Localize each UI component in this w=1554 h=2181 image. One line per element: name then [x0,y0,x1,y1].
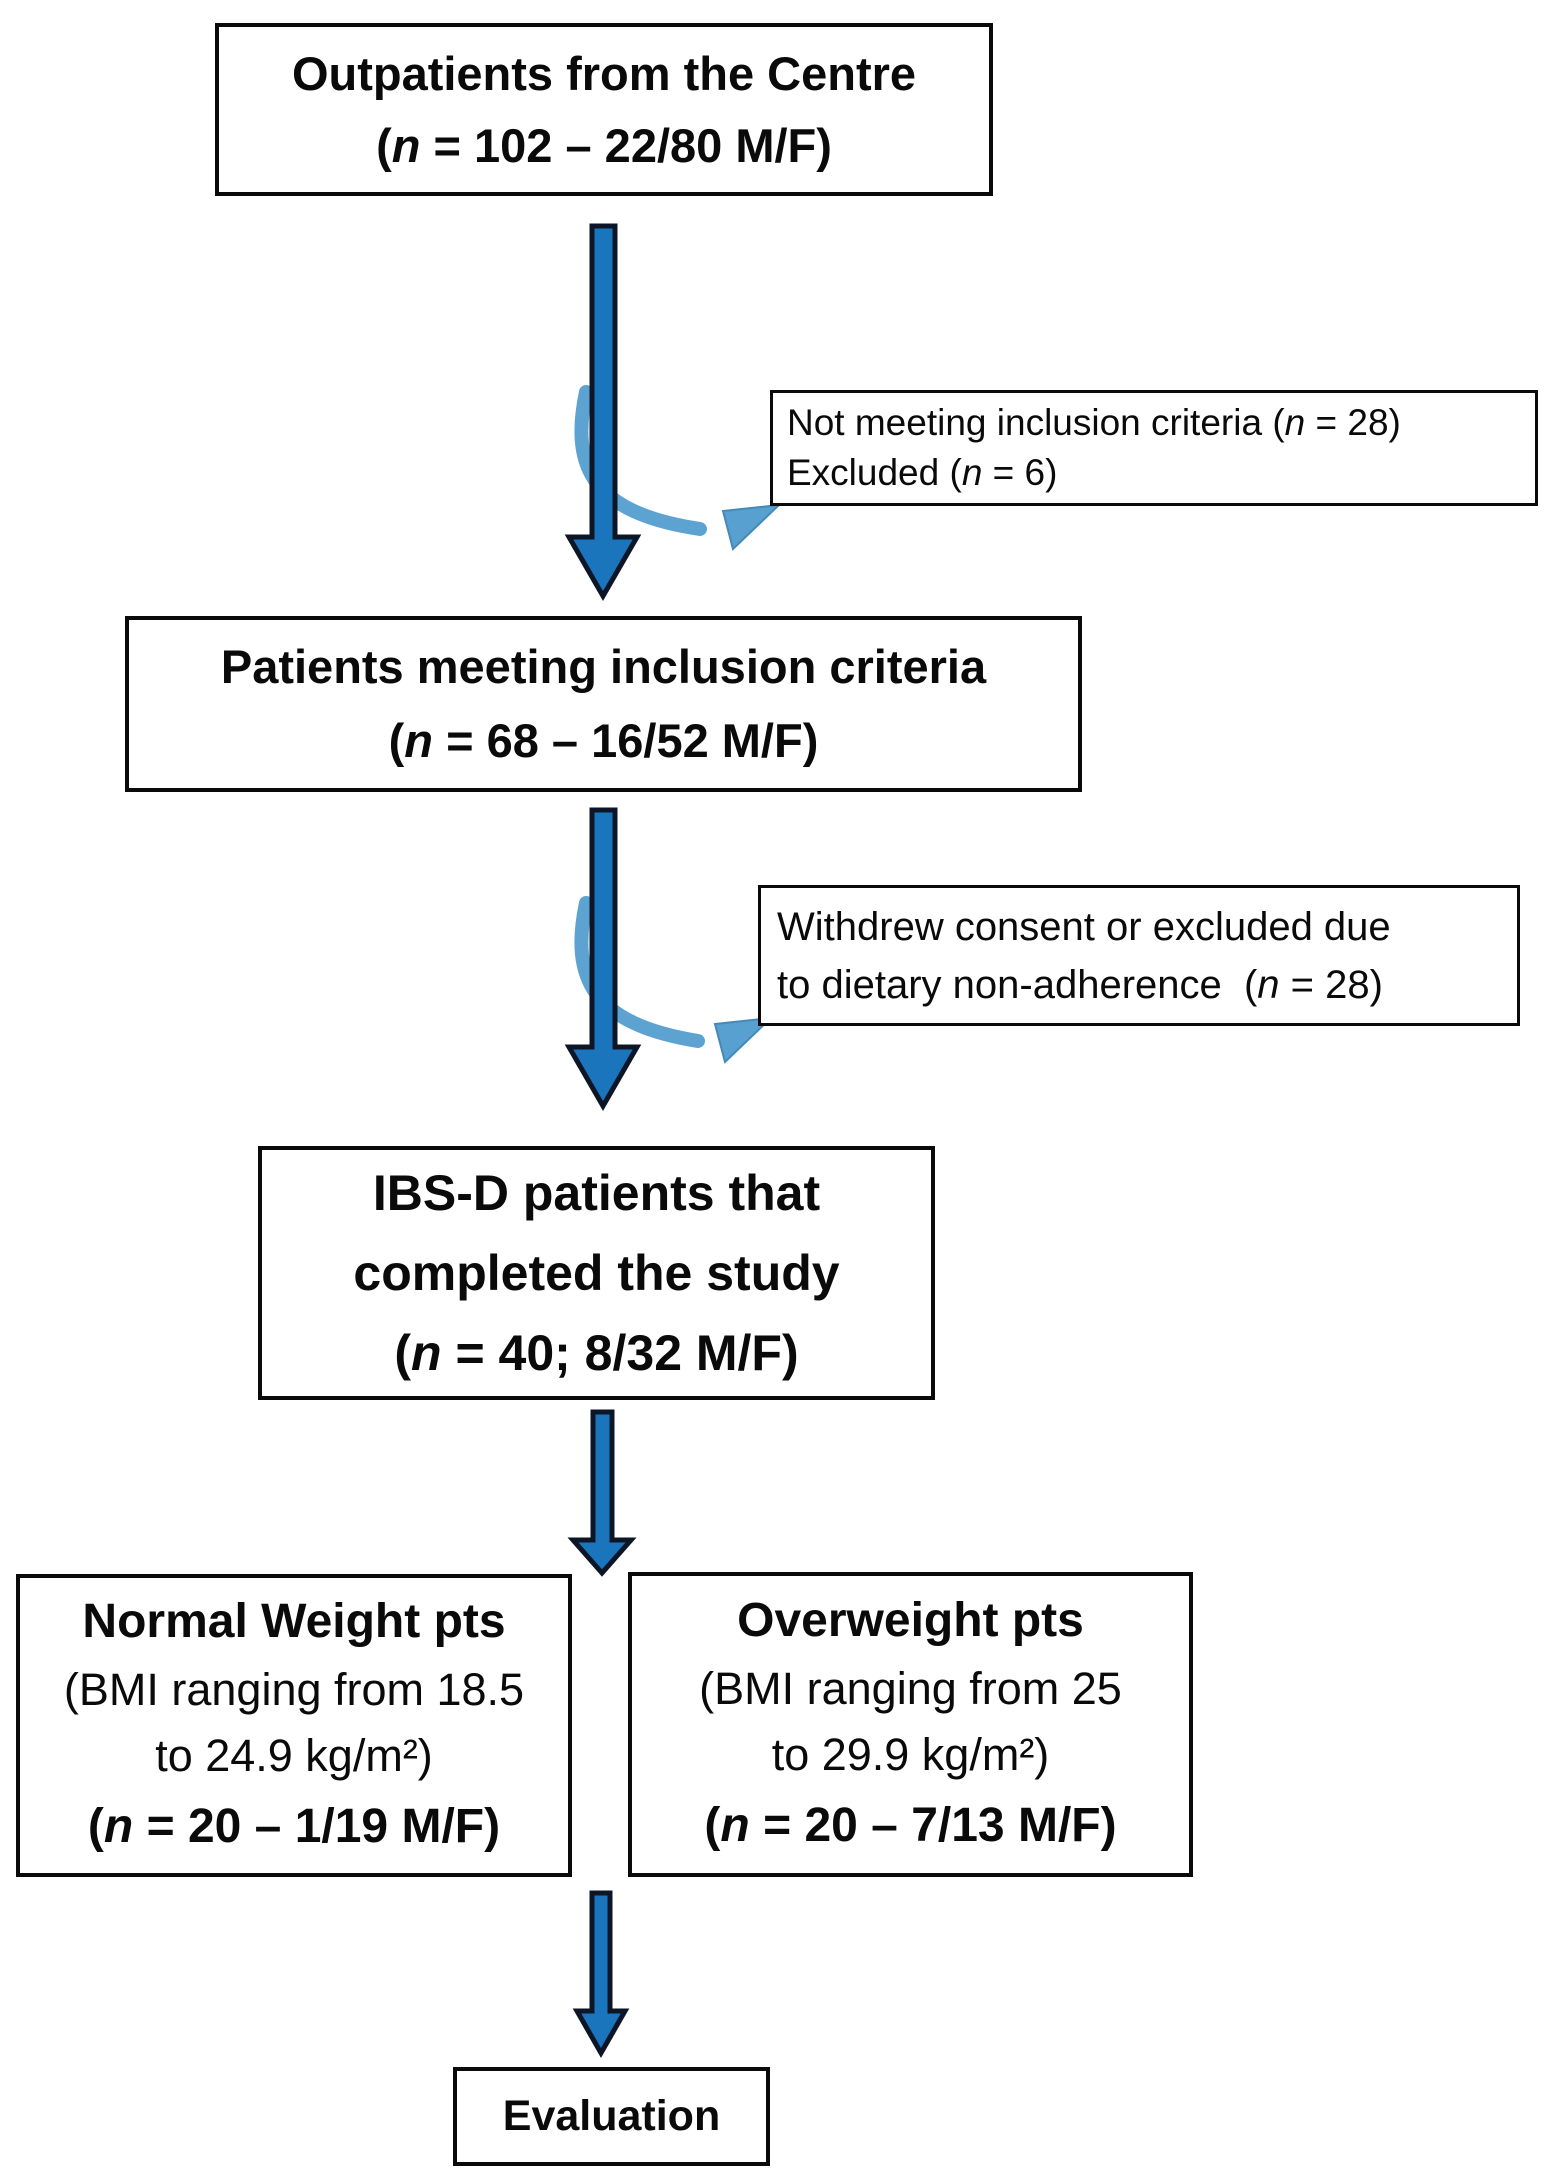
n-variable: n [720,1798,750,1852]
down-arrow-1 [564,223,642,602]
box-completed-line-2: completed the study [353,1245,840,1301]
box-normal-stat: (n = 20 – 1/19 M/F) [87,1799,501,1853]
withdrew-line-2: to dietary non-adherence (n = 28) [777,962,1383,1007]
box-inclusion-criteria: Patients meeting inclusion criteria (n =… [125,616,1082,792]
down-arrow-2 [564,807,642,1112]
box-completed-stat: (n = 40; 8/32 M/F) [394,1325,799,1381]
down-arrow-4 [572,1890,630,2059]
excluded-line-2: Excluded (n = 6) [787,452,1058,493]
n-variable: n [391,118,421,172]
box-outpatients-title: Outpatients from the Centre [291,46,917,100]
box-outpatients-stat: (n = 102 – 22/80 M/F) [376,118,832,172]
box-evaluation-title: Evaluation [502,2092,721,2140]
box-overweight: Overweight pts (BMI ranging from 25 to 2… [628,1572,1193,1877]
box-overweight-title: Overweight pts [737,1593,1084,1647]
box-completed-study: IBS-D patients that completed the study … [258,1146,935,1400]
box-withdrew-consent: Withdrew consent or excluded due to diet… [758,885,1520,1026]
n-variable: n [411,1325,442,1381]
box-overweight-bmi-line-2: to 29.9 kg/m²) [771,1728,1050,1780]
curved-arrow-to-excluded-head [721,503,782,551]
box-normal-bmi-line-1: (BMI ranging from 18.5 [63,1663,525,1715]
withdrew-line-1: Withdrew consent or excluded due [777,904,1391,949]
down-arrow-3 [567,1409,637,1577]
box-outpatients: Outpatients from the Centre (n = 102 – 2… [215,23,993,196]
box-inclusion-stat: (n = 68 – 16/52 M/F) [388,714,819,767]
box-completed-line-1: IBS-D patients that [372,1165,821,1221]
n-variable: n [103,1799,134,1853]
box-overweight-stat: (n = 20 – 7/13 M/F) [704,1798,1117,1852]
box-normal-title: Normal Weight pts [82,1594,506,1648]
box-not-meeting-criteria: Not meeting inclusion criteria (n = 28) … [770,390,1538,506]
n-variable: n [1257,962,1280,1007]
box-normal-weight: Normal Weight pts (BMI ranging from 18.5… [16,1574,572,1877]
box-evaluation: Evaluation [453,2067,770,2166]
n-variable: n [1284,402,1306,443]
excluded-line-1: Not meeting inclusion criteria (n = 28) [787,402,1401,443]
box-inclusion-title: Patients meeting inclusion criteria [220,640,987,693]
box-overweight-bmi-line-1: (BMI ranging from 25 [699,1662,1122,1714]
curved-arrow-to-withdrew-head [713,1016,774,1064]
box-normal-bmi-line-2: to 24.9 kg/m²) [155,1729,433,1781]
n-variable: n [404,714,434,767]
n-variable: n [961,452,983,493]
